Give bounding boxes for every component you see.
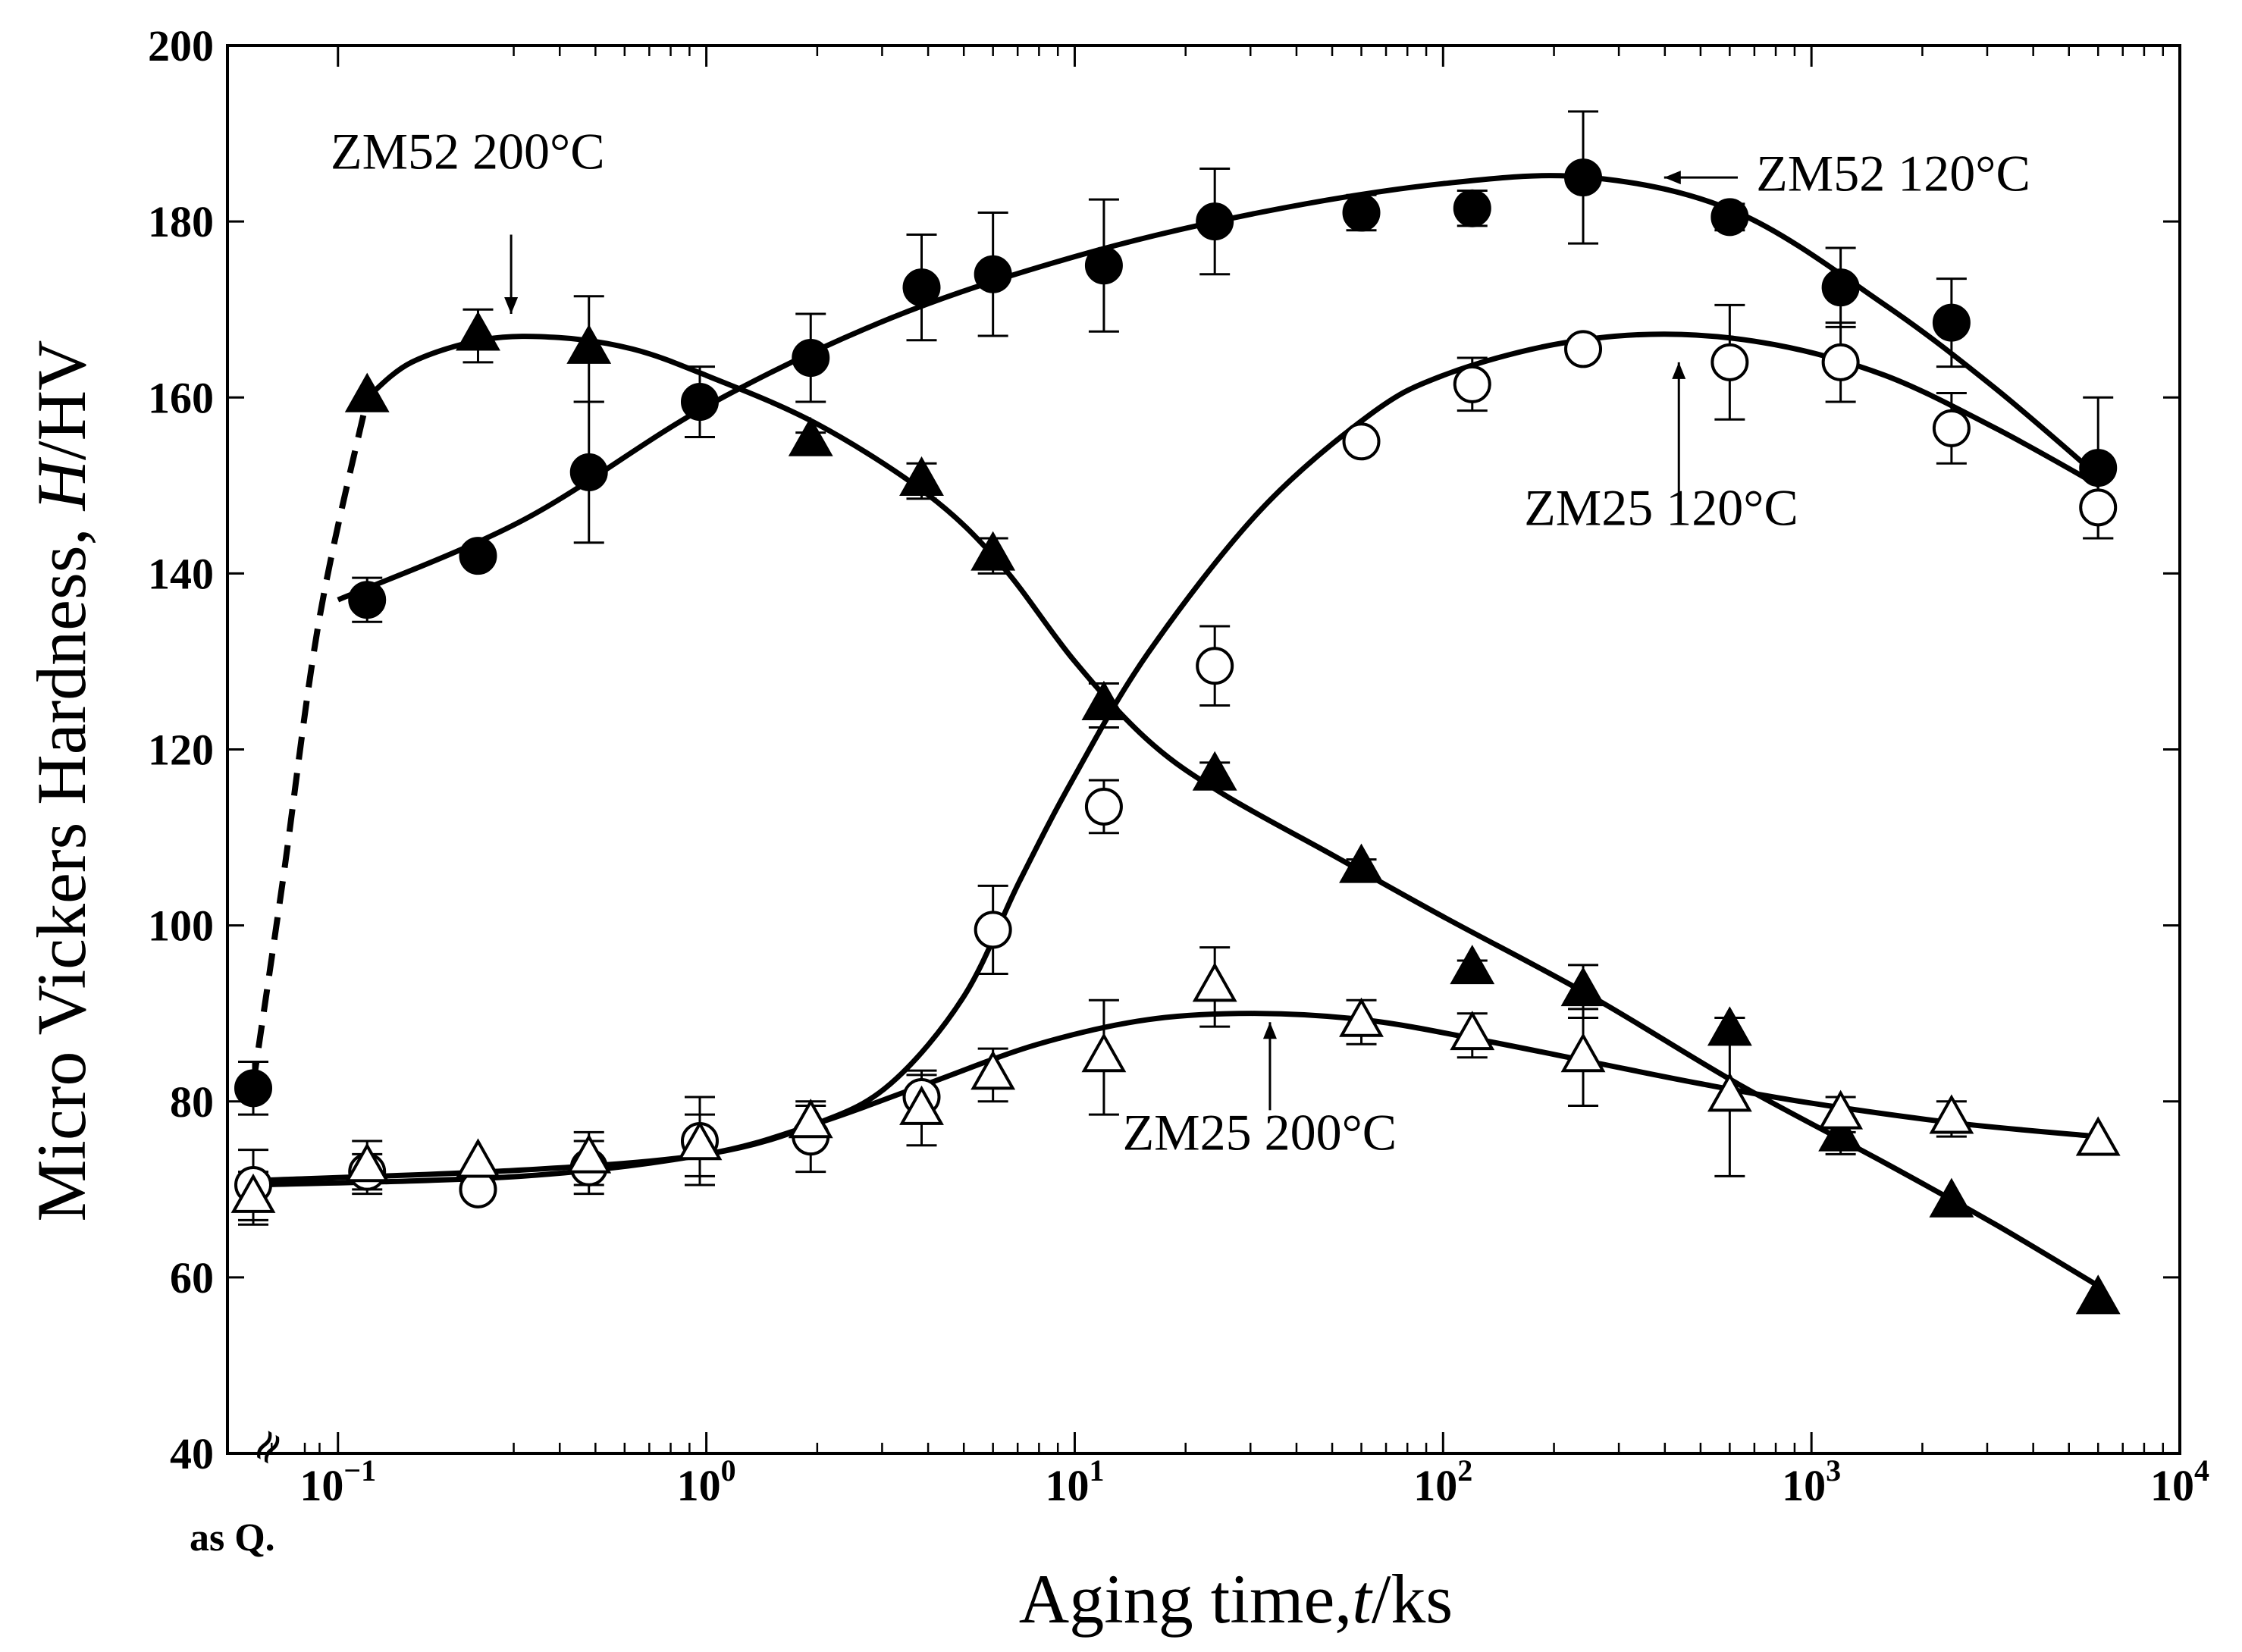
circle-marker bbox=[1821, 343, 1860, 381]
x-tick-label: 104 bbox=[2150, 1453, 2209, 1510]
triangle-marker bbox=[899, 456, 944, 496]
data-markers bbox=[230, 158, 2121, 1315]
triangle-marker bbox=[1081, 680, 1127, 720]
circle-marker bbox=[234, 1069, 273, 1108]
circle-marker bbox=[974, 255, 1012, 293]
circle-marker bbox=[1932, 303, 1971, 342]
as-quenched-label: as Q. bbox=[190, 1516, 275, 1560]
circle-marker bbox=[1932, 409, 1971, 447]
circle-marker bbox=[680, 383, 719, 422]
axis-break-icon: ≈ bbox=[235, 1417, 300, 1477]
triangle-marker bbox=[566, 1133, 612, 1174]
circle-marker bbox=[1084, 787, 1123, 826]
y-tick-label: 60 bbox=[170, 1253, 214, 1302]
circle-marker bbox=[569, 453, 608, 491]
circle-marker bbox=[1453, 189, 1491, 227]
triangle-marker bbox=[1192, 751, 1237, 791]
circle-marker bbox=[902, 268, 941, 307]
triangle-marker bbox=[1818, 1111, 1864, 1152]
triangle-marker bbox=[1192, 962, 1237, 1002]
circle-marker bbox=[974, 911, 1012, 949]
triangle-marker bbox=[788, 416, 833, 456]
triangle-marker bbox=[566, 324, 612, 364]
plot-frame bbox=[226, 44, 2181, 1455]
fit-curve-dashed bbox=[250, 397, 371, 1085]
circle-marker bbox=[1711, 198, 1749, 237]
triangle-marker bbox=[677, 1121, 723, 1161]
x-tick-label: 102 bbox=[1413, 1453, 1472, 1510]
circle-marker bbox=[1453, 365, 1491, 403]
triangle-marker bbox=[970, 531, 1016, 571]
annotations: ZM52 200°C ZM52 120°C ZM25 120°C ZM25 200°C bbox=[331, 122, 2030, 1161]
annotation-label: ZM25 200°C bbox=[1123, 1104, 1397, 1161]
triangle-marker bbox=[344, 372, 390, 412]
y-tick-label: 100 bbox=[148, 901, 214, 951]
triangle-marker bbox=[1339, 843, 1384, 883]
triangle-marker bbox=[456, 311, 500, 351]
triangle-marker bbox=[1818, 1089, 1864, 1130]
circle-marker bbox=[1196, 647, 1234, 685]
triangle-marker bbox=[1929, 1177, 1974, 1218]
x-tick-label: 10−1 bbox=[299, 1453, 376, 1510]
y-tick-label: 80 bbox=[170, 1077, 214, 1127]
triangle-marker bbox=[970, 1050, 1016, 1090]
y-tick-label: 120 bbox=[148, 726, 214, 775]
x-axis-title: Aging time,t/ks bbox=[1019, 1560, 1453, 1638]
annotation-label: ZM25 120°C bbox=[1524, 479, 1798, 537]
y-tick-label: 180 bbox=[148, 197, 214, 246]
triangle-marker bbox=[1339, 997, 1384, 1037]
y-tick-label: 160 bbox=[148, 373, 214, 422]
circle-marker bbox=[1564, 330, 1603, 368]
circle-marker bbox=[1711, 343, 1749, 381]
x-tick-label: 103 bbox=[1782, 1453, 1841, 1510]
triangle-marker bbox=[2075, 1116, 2121, 1156]
circle-marker bbox=[1342, 422, 1381, 461]
x-tick-label: 101 bbox=[1045, 1453, 1104, 1510]
triangle-marker bbox=[2075, 1274, 2121, 1315]
y-tick-label: 200 bbox=[148, 21, 214, 71]
arrowhead-icon bbox=[1262, 1022, 1277, 1039]
circle-marker bbox=[792, 339, 830, 378]
triangle-marker bbox=[1450, 945, 1495, 985]
triangle-marker bbox=[1929, 1094, 1974, 1134]
fit-curve bbox=[337, 173, 2101, 603]
triangle-marker bbox=[1707, 1006, 1752, 1046]
y-tick-label: 140 bbox=[148, 549, 214, 598]
arrowhead-icon bbox=[504, 296, 519, 314]
triangle-marker bbox=[456, 1138, 500, 1178]
fit-curve bbox=[252, 331, 2100, 1183]
annotation-label: ZM52 200°C bbox=[331, 122, 605, 180]
annotation-label: ZM52 120°C bbox=[1756, 145, 2030, 202]
circle-marker bbox=[1821, 268, 1860, 307]
circle-marker bbox=[2079, 488, 2118, 527]
triangle-marker bbox=[344, 1143, 390, 1183]
circle-marker bbox=[1084, 246, 1123, 285]
x-tick-label: 100 bbox=[677, 1453, 736, 1510]
triangle-marker bbox=[1450, 1011, 1495, 1051]
triangle-marker bbox=[1560, 1033, 1606, 1073]
arrowhead-icon bbox=[1663, 171, 1681, 185]
triangle-marker bbox=[1081, 1033, 1127, 1073]
triangle-marker bbox=[230, 1173, 276, 1213]
triangle-marker bbox=[788, 1099, 833, 1139]
circle-marker bbox=[1342, 193, 1381, 232]
triangle-marker bbox=[899, 1085, 944, 1125]
arrowhead-icon bbox=[1672, 362, 1686, 379]
y-axis-title: Micro Vickers Hardness, H/HV bbox=[23, 340, 100, 1221]
triangle-marker bbox=[1707, 1072, 1752, 1112]
circle-marker bbox=[1196, 202, 1234, 241]
y-tick-label: 40 bbox=[170, 1429, 214, 1478]
circle-marker bbox=[1564, 158, 1603, 197]
circle-marker bbox=[2079, 449, 2118, 487]
triangle-marker bbox=[1560, 967, 1606, 1007]
axis-ticks: 40 60 80 100 120 140 160 180 200 10−1 100 101 102 103… bbox=[148, 21, 2209, 1510]
circle-marker bbox=[348, 581, 387, 619]
circle-marker bbox=[459, 537, 497, 575]
